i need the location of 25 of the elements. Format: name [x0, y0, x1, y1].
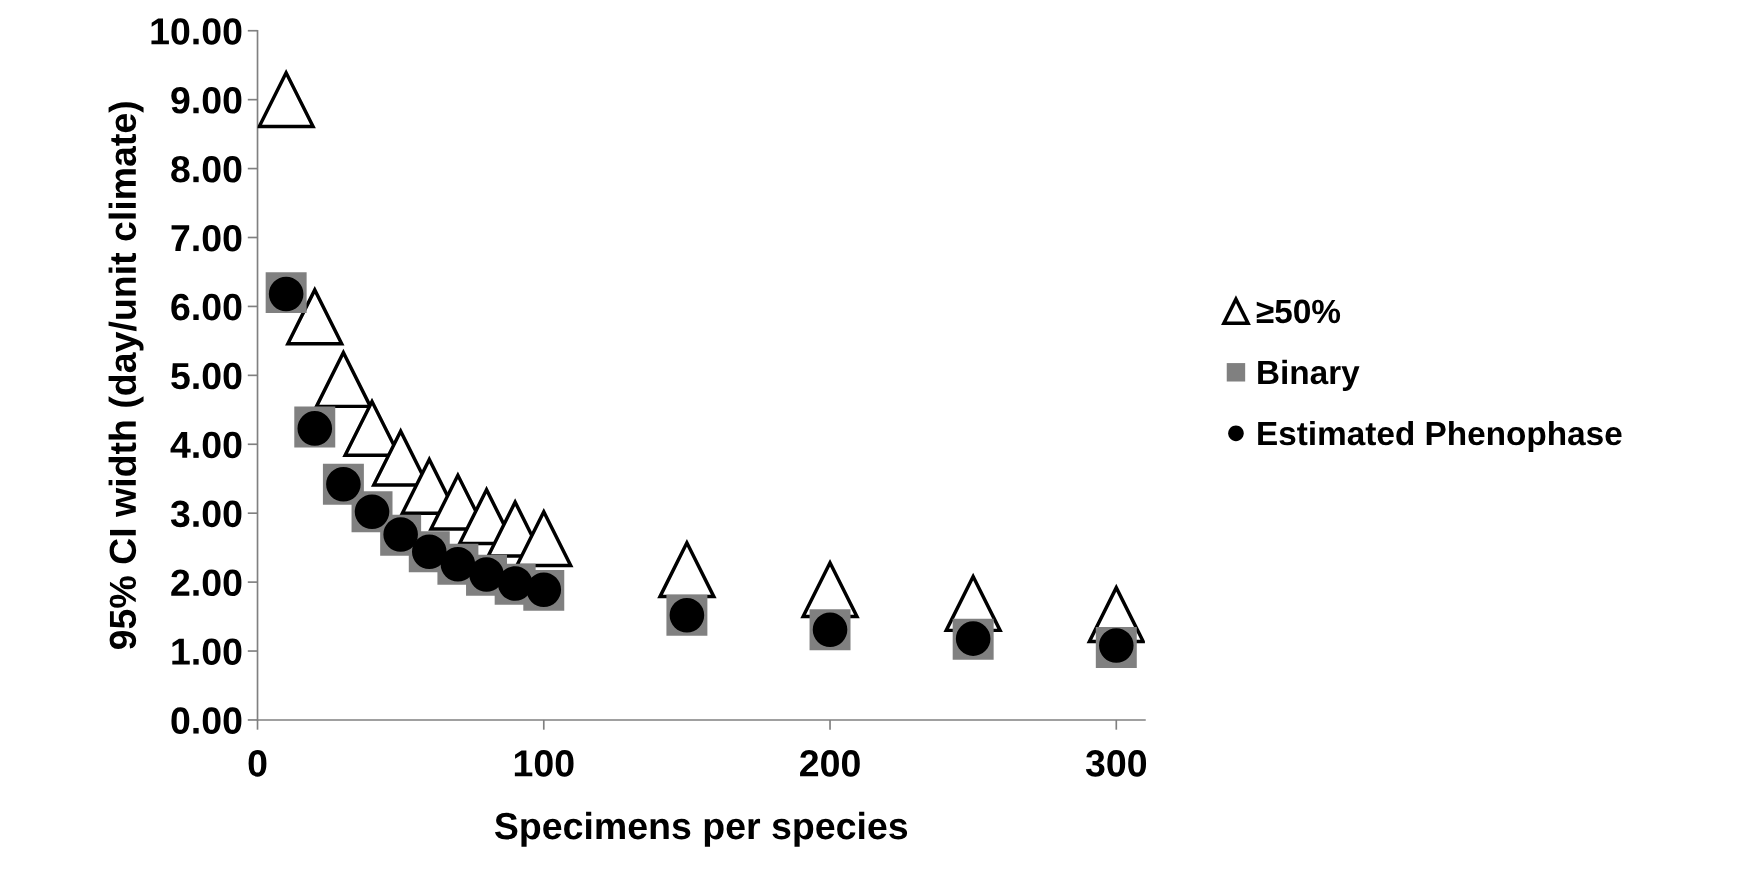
y-tick-label: 0.00: [171, 707, 242, 734]
legend-label: Estimated Phenophase: [1258, 420, 1622, 452]
y-tick-label: 8.00: [171, 155, 242, 183]
y-tick-label: 3.00: [170, 500, 242, 528]
y-tick-label: 2.00: [171, 569, 242, 597]
y-tick-label: 7.00: [171, 224, 242, 252]
point: [286, 288, 344, 346]
x-axis-title: Specimens per species: [494, 811, 908, 847]
y-tick-label: 5.00: [171, 362, 242, 390]
point: [515, 510, 573, 568]
x-tick-label: 200: [800, 750, 860, 777]
point: [257, 71, 315, 129]
legend-label: Binary: [1258, 359, 1360, 391]
legend-label: ≥50%: [1256, 299, 1341, 324]
y-axis-title: 95% CI width (day/unit climate): [108, 102, 144, 650]
point: [314, 348, 373, 409]
x-tick-label: 0: [248, 750, 267, 777]
y-tick-label: 9.00: [171, 87, 242, 114]
y-tick-label: 6.00: [171, 293, 242, 321]
x-tick-label: 100: [514, 750, 574, 777]
y-tick-label: 10.00: [151, 18, 242, 45]
y-tick-label: 4.00: [170, 431, 242, 459]
x-tick-label: 300: [1085, 750, 1147, 777]
point: [658, 541, 716, 599]
y-tick-label: 1.00: [172, 638, 242, 665]
